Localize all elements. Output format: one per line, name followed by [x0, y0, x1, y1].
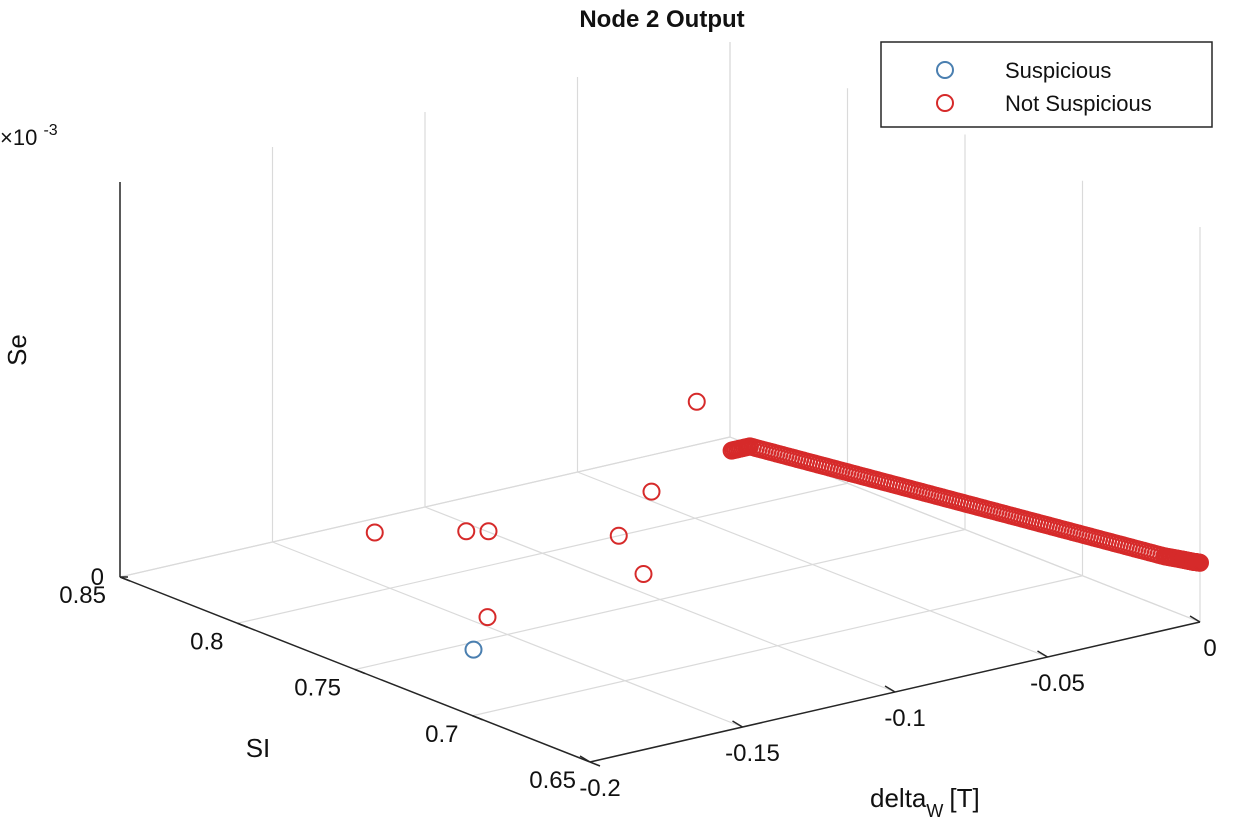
grid-line — [354, 528, 966, 671]
axes-layer: 00.511.520.850.80.750.70.65-0.2-0.15-0.1… — [59, 182, 1217, 802]
y-tick — [354, 668, 366, 675]
x-tick-label: 0 — [1203, 635, 1216, 662]
x-tick — [884, 685, 896, 693]
x-tick-label: -0.05 — [1030, 670, 1085, 697]
data-point-not-suspicious — [1190, 553, 1209, 572]
x-tick-label: -0.15 — [725, 740, 780, 767]
grid-line — [472, 575, 1083, 717]
y-axis-label: SI — [246, 733, 271, 763]
z-scale-base: ×10 — [0, 125, 37, 150]
legend: Suspicious Not Suspicious — [880, 41, 1213, 128]
y-tick-label: 0.7 — [425, 721, 458, 748]
x-tick-label: -0.2 — [579, 775, 620, 802]
data-point-not-suspicious — [609, 526, 628, 545]
x-tick — [732, 720, 743, 728]
y-tick-label: 0.65 — [529, 767, 576, 794]
grid-line — [237, 482, 848, 624]
legend-label-not-suspicious: Not Suspicious — [1005, 91, 1152, 116]
y-tick — [119, 576, 131, 582]
x-tick — [1037, 650, 1048, 658]
data-point-not-suspicious — [457, 522, 476, 541]
data-point-not-suspicious — [687, 392, 706, 411]
points-layer — [365, 392, 1209, 659]
x-axis-label-main: delta — [870, 783, 927, 813]
x-tick — [579, 755, 591, 763]
legend-label-suspicious: Suspicious — [1005, 58, 1111, 83]
x-tick — [1189, 615, 1201, 623]
z-scale-label: ×10 -3 — [0, 122, 58, 150]
legend-box — [880, 41, 1213, 128]
x-axis-label-unit: [T] — [949, 783, 979, 813]
y-tick — [472, 715, 483, 721]
y-tick — [589, 761, 601, 767]
y-tick-label: 0.85 — [59, 582, 106, 609]
data-point-suspicious — [464, 640, 483, 659]
data-point-not-suspicious — [365, 523, 384, 542]
chart-title: Node 2 Output — [579, 6, 744, 33]
z-scale-exponent: -3 — [43, 122, 57, 139]
x-axis-label-subscript: W — [926, 801, 943, 821]
data-point-not-suspicious — [634, 565, 653, 583]
data-point-not-suspicious — [642, 482, 661, 501]
z-axis-label: Se — [2, 334, 32, 366]
x-tick-label: -0.1 — [884, 705, 925, 732]
z-tick-label: 0 — [91, 564, 104, 591]
data-point-not-suspicious — [478, 608, 497, 627]
data-point-not-suspicious — [479, 522, 498, 541]
legend-marker-not-suspicious — [936, 94, 954, 112]
y-tick-label: 0.8 — [190, 628, 223, 655]
grid-line — [119, 436, 731, 578]
legend-marker-suspicious — [936, 61, 954, 79]
y-tick-label: 0.75 — [294, 675, 341, 702]
data-point-not-suspicious — [739, 437, 758, 456]
x-axis-label: deltaW [T] — [870, 783, 980, 821]
y-tick — [237, 622, 248, 628]
